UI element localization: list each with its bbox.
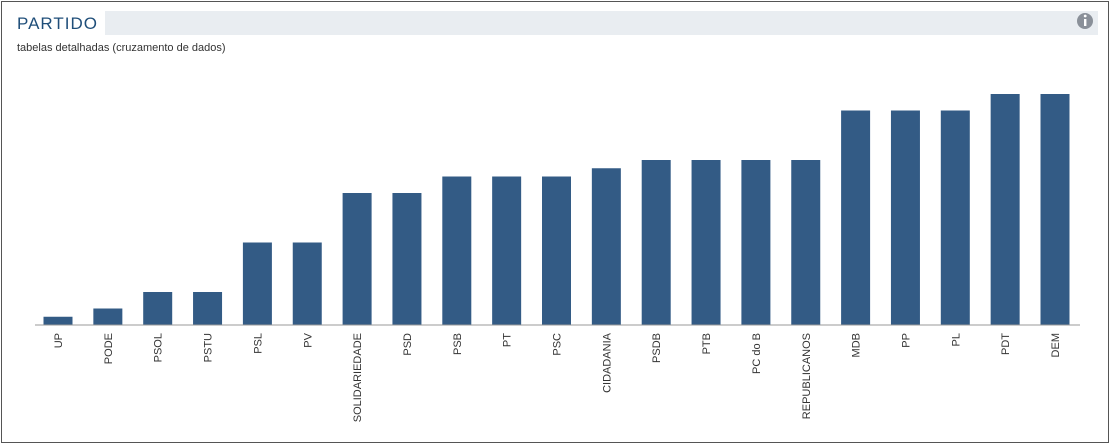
bar bbox=[292, 242, 322, 325]
x-tick-label: PTB bbox=[701, 333, 713, 354]
bar bbox=[93, 308, 123, 325]
bar bbox=[342, 193, 372, 325]
bar bbox=[990, 94, 1020, 325]
x-tick-label: PV bbox=[302, 332, 314, 347]
x-tick-label: PSC bbox=[552, 333, 564, 356]
bar bbox=[841, 110, 871, 325]
x-tick-label: PSD bbox=[402, 333, 414, 356]
x-tick-label: PT bbox=[502, 333, 514, 347]
bar bbox=[591, 168, 621, 325]
title-band bbox=[105, 11, 1098, 35]
chart-subtitle: tabelas detalhadas (cruzamento de dados) bbox=[17, 42, 226, 54]
bar bbox=[442, 176, 472, 325]
bar bbox=[542, 176, 571, 325]
bar bbox=[1040, 94, 1070, 325]
x-tick-label: PP bbox=[900, 333, 912, 348]
x-tick-label: REPUBLICANOS bbox=[801, 333, 813, 419]
x-tick-label: SOLIDARIEDADE bbox=[352, 333, 364, 422]
x-tick-label: PDT bbox=[1000, 333, 1012, 355]
bar bbox=[691, 160, 721, 325]
x-tick-label: PSOL bbox=[153, 333, 165, 362]
bar bbox=[43, 316, 73, 325]
x-tick-label: MDB bbox=[851, 333, 863, 357]
bar bbox=[791, 160, 821, 325]
x-tick-label: PSTU bbox=[203, 333, 215, 362]
x-tick-label: PSDB bbox=[651, 333, 663, 363]
x-tick-label: PC do B bbox=[751, 333, 763, 374]
x-tick-label: PL bbox=[950, 333, 962, 346]
bar bbox=[741, 160, 771, 325]
x-tick-label: CIDADANIA bbox=[601, 332, 613, 393]
bar bbox=[143, 292, 173, 325]
bar bbox=[392, 193, 422, 325]
bar bbox=[890, 110, 920, 325]
bar bbox=[193, 292, 223, 325]
bar bbox=[641, 160, 671, 325]
chart-title: PARTIDO bbox=[17, 14, 98, 33]
x-tick-label: DEM bbox=[1050, 333, 1062, 357]
bar bbox=[242, 242, 272, 325]
bar bbox=[940, 110, 970, 325]
x-tick-label: PSB bbox=[452, 333, 464, 355]
info-icon[interactable] bbox=[1077, 13, 1093, 29]
x-tick-label: PSL bbox=[252, 333, 264, 354]
x-tick-label: PODE bbox=[103, 333, 115, 364]
bar bbox=[492, 176, 522, 325]
x-tick-label: UP bbox=[53, 333, 65, 348]
